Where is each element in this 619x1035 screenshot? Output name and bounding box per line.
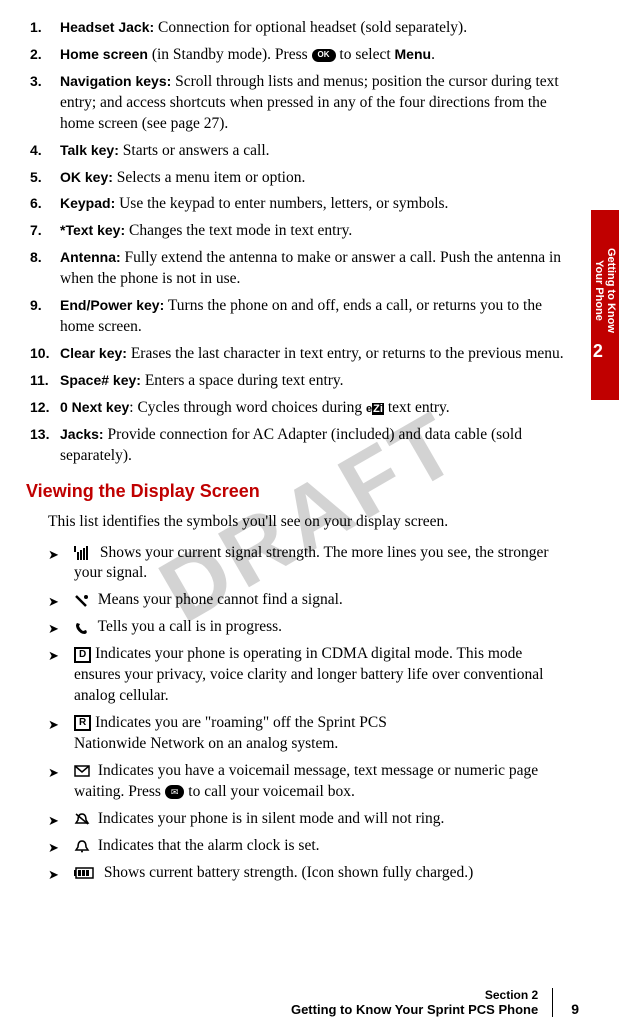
symbol-item: ➤ Indicates you have a voicemail message…	[48, 761, 569, 803]
feature-item: 11. Space# key: Enters a space during te…	[30, 371, 569, 392]
page-footer: Section 2 Getting to Know Your Sprint PC…	[40, 988, 579, 1017]
symbol-item: ➤D Indicates your phone is operating in …	[48, 644, 569, 707]
feature-item: 8.Antenna: Fully extend the antenna to m…	[30, 248, 569, 290]
feature-item: 4.Talk key: Starts or answers a call.	[30, 141, 569, 162]
section-heading: Viewing the Display Screen	[26, 481, 569, 502]
feature-item: 10.Clear key: Erases the last character …	[30, 344, 569, 365]
footer-page-number: 9	[571, 1001, 579, 1017]
feature-item: 12. 0 Next key: Cycles through word choi…	[30, 398, 569, 419]
symbol-item: ➤ Shows your current signal strength. Th…	[48, 543, 569, 585]
feature-item: 6.Keypad: Use the keypad to enter number…	[30, 194, 569, 215]
feature-item: 1.Headset Jack: Connection for optional …	[30, 18, 569, 39]
feature-item: 7.*Text key: Changes the text mode in te…	[30, 221, 569, 242]
chapter-side-tab: Getting to KnowYour Phone 2	[591, 210, 619, 400]
footer-title: Getting to Know Your Sprint PCS Phone	[291, 1002, 538, 1017]
page-content: 1.Headset Jack: Connection for optional …	[0, 0, 619, 883]
side-tab-chapter-number: 2	[593, 341, 617, 362]
footer-section-label: Section 2	[291, 988, 538, 1002]
symbol-item: ➤ Indicates your phone is in silent mode…	[48, 809, 569, 830]
feature-item: 3.Navigation keys: Scroll through lists …	[30, 72, 569, 135]
feature-item: 13.Jacks: Provide connection for AC Adap…	[30, 425, 569, 467]
symbol-item: ➤ Means your phone cannot find a signal.	[48, 590, 569, 611]
symbol-item: ➤ Indicates that the alarm clock is set.	[48, 836, 569, 857]
symbol-item: ➤ Tells you a call is in progress.	[48, 617, 569, 638]
symbol-item: ➤R Indicates you are "roaming" off the S…	[48, 713, 569, 755]
display-symbols-list: ➤ Shows your current signal strength. Th…	[48, 543, 569, 884]
symbol-item: ➤ Shows current battery strength. (Icon …	[48, 863, 569, 884]
feature-item: 9.End/Power key: Turns the phone on and …	[30, 296, 569, 338]
feature-item: 2.Home screen (in Standby mode). Press O…	[30, 45, 569, 66]
side-tab-title: Getting to KnowYour Phone	[593, 248, 617, 333]
feature-item: 5.OK key: Selects a menu item or option.	[30, 168, 569, 189]
section-intro: This list identifies the symbols you'll …	[48, 512, 569, 533]
feature-list: 1.Headset Jack: Connection for optional …	[30, 18, 569, 467]
